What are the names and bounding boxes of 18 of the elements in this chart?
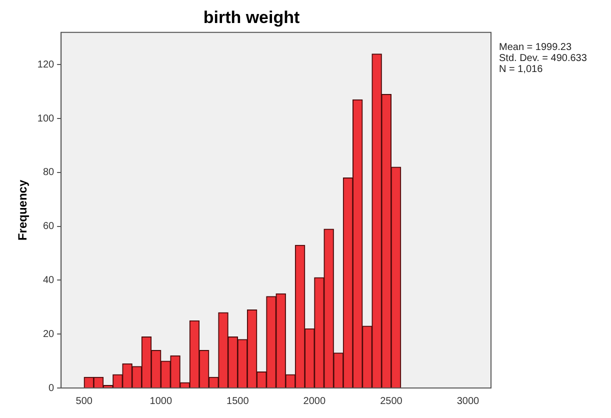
y-tick-label: 120 <box>37 59 55 70</box>
x-tick-label: 1000 <box>150 396 172 407</box>
y-tick-label: 60 <box>42 221 55 232</box>
x-tick-label: 2000 <box>303 396 326 407</box>
x-tick-label: 1500 <box>226 396 250 407</box>
chart-title: birth weight <box>203 8 300 27</box>
x-tick-label: 3000 <box>456 396 480 407</box>
y-tick-label: 80 <box>42 167 55 178</box>
text: Std. Dev. = 490.633 <box>499 53 588 64</box>
y-tick-label: 100 <box>37 113 55 124</box>
text: Mean = 1999.23 <box>499 42 572 54</box>
y-tick-label: 20 <box>42 328 55 340</box>
x-tick-label: 500 <box>76 396 93 407</box>
y-tick-label: 0 <box>48 382 55 394</box>
y-axis-title: Frequency <box>16 180 30 241</box>
text: N = 1,016 <box>499 64 544 76</box>
x-tick-label: 2500 <box>380 396 403 407</box>
y-tick-label: 40 <box>42 274 55 286</box>
